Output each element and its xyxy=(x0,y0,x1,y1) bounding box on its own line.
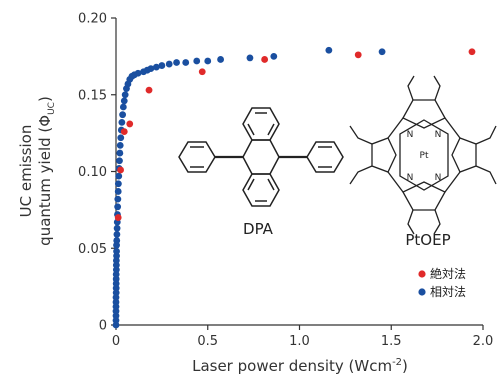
relative-method-point xyxy=(193,57,201,65)
relative-method-point xyxy=(116,157,123,165)
relative-method-point xyxy=(134,69,142,77)
absolute-method-point xyxy=(198,68,206,76)
relative-method-point xyxy=(113,237,121,244)
absolute-method-point xyxy=(126,120,134,128)
legend-label-relative: 相対法 xyxy=(430,285,466,299)
n-atom-label: N xyxy=(435,173,442,183)
legend: 絶対法 相対法 xyxy=(418,266,466,299)
x-tick-label: 2.0 xyxy=(473,334,494,349)
y-axis-label: UC emission quantum yield (ΦUC) xyxy=(17,96,57,246)
y-tick-label: 0.10 xyxy=(78,165,107,180)
legend-marker-relative xyxy=(418,288,426,296)
relative-method-point xyxy=(116,149,124,157)
relative-method-point xyxy=(217,56,224,63)
x-axis-label: Laser power density (Wcm-2) xyxy=(192,357,408,375)
relative-method-point xyxy=(147,65,155,73)
legend-label-absolute: 絶対法 xyxy=(430,266,466,281)
relative-method-point xyxy=(270,52,278,60)
y-axis-label-line2: quantum yield (ΦUC) xyxy=(36,96,57,246)
y-tick-label: 0.20 xyxy=(78,12,107,27)
y-tick-label: 0.15 xyxy=(78,88,107,103)
relative-method-point xyxy=(118,118,126,126)
relative-method-point xyxy=(173,59,180,66)
absolute-method-point xyxy=(120,128,128,135)
absolute-method-point xyxy=(354,51,362,59)
pt-atom-label: Pt xyxy=(420,151,429,161)
relative-method-point xyxy=(158,62,166,69)
relative-method-point xyxy=(113,247,120,255)
relative-method-point xyxy=(114,203,122,211)
ptoep-atoms: Pt N N N N xyxy=(407,130,442,183)
y-axis-label-line1: UC emission xyxy=(17,125,35,218)
ptoep-label: PtOEP xyxy=(405,231,450,249)
relative-method-point xyxy=(113,224,121,232)
n-atom-label: N xyxy=(435,130,442,140)
x-tick-label: 1.0 xyxy=(289,334,310,349)
relative-method-point xyxy=(121,91,129,99)
n-atom-label: N xyxy=(407,173,414,183)
relative-method-point xyxy=(325,46,333,54)
absolute-method-point xyxy=(468,48,476,56)
relative-method-point xyxy=(378,48,386,56)
relative-method-point xyxy=(114,180,122,188)
legend-marker-absolute xyxy=(418,270,426,278)
absolute-method-point xyxy=(117,166,124,174)
dpa-label: DPA xyxy=(243,220,274,238)
relative-method-point xyxy=(116,142,124,149)
relative-method-point xyxy=(114,195,122,203)
x-tick-label: 1.5 xyxy=(381,334,402,349)
relative-method-point xyxy=(152,63,160,71)
relative-method-point xyxy=(204,57,212,65)
ticks: 0 0.5 1.0 1.5 2.0 0 0.05 0.10 0.15 0.20 xyxy=(78,12,493,350)
y-tick-label: 0.05 xyxy=(78,242,107,257)
relative-method-point xyxy=(120,97,128,105)
relative-method-point xyxy=(117,134,125,142)
absolute-method-point xyxy=(114,214,122,221)
relative-method-point xyxy=(119,111,127,119)
relative-method-point xyxy=(115,172,123,180)
relative-method-point xyxy=(119,103,127,111)
relative-method-point xyxy=(246,54,254,62)
x-tick-label: 0.5 xyxy=(197,334,218,349)
ptoep-structure xyxy=(349,75,497,235)
relative-method-point xyxy=(113,231,121,238)
relative-method-point xyxy=(165,60,173,68)
y-tick-label: 0 xyxy=(99,319,107,334)
n-atom-label: N xyxy=(407,130,414,140)
absolute-method-point xyxy=(261,56,269,63)
absolute-method-point xyxy=(145,86,153,94)
relative-method-point xyxy=(182,59,190,66)
data-points xyxy=(112,46,476,329)
x-tick-label: 0 xyxy=(112,334,120,349)
relative-method-point xyxy=(114,188,122,195)
dpa-structure xyxy=(178,107,344,207)
